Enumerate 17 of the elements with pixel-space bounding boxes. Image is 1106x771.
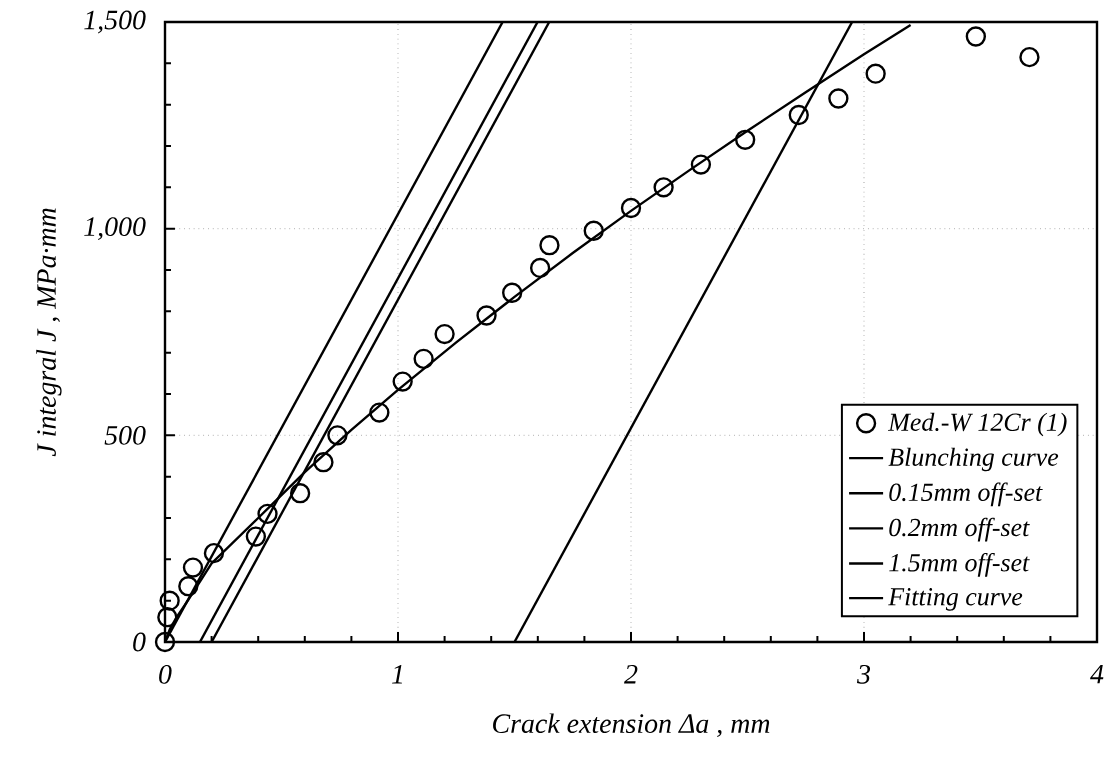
x-tick-label: 3 [857, 664, 871, 684]
y-tick-label: 500 [104, 425, 146, 445]
legend-label: 1.5mm off-set [889, 552, 1030, 577]
legend-label: Med.-W 12Cr (1) [887, 412, 1067, 437]
legend-label: Fitting curve [888, 588, 1023, 611]
y-tick-label: 1,500 [84, 10, 146, 34]
x-tick-label: 0 [159, 664, 172, 684]
x-axis-title: Crack extension Δa , mm [493, 713, 770, 738]
x-tick-label: 1 [392, 664, 402, 684]
y-tick-label: 1,000 [84, 217, 146, 241]
x-tick-label: 4 [1090, 664, 1104, 684]
y-axis-title: J integral J , MPa·mm [36, 208, 62, 457]
legend-label: 0.15mm off-set [889, 482, 1043, 507]
x-tick-label: 2 [624, 664, 638, 684]
legend-label: 0.2mm off-set [889, 517, 1030, 542]
legend-label: Blunching curve [888, 447, 1059, 472]
y-tick-label: 0 [133, 632, 146, 652]
